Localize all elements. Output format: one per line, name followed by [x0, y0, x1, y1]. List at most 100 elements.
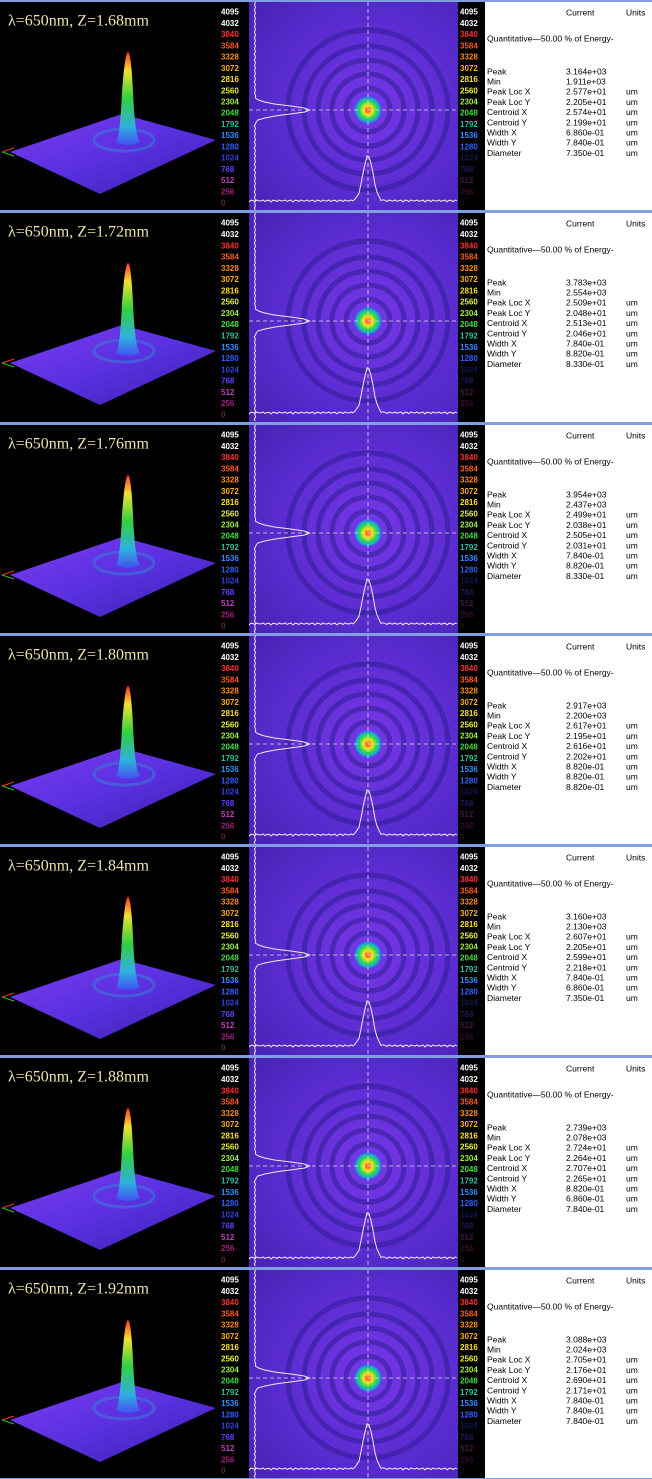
scale-label: 3328 — [460, 264, 478, 273]
row-unit: um — [626, 1194, 638, 1204]
scale-label: 1280 — [221, 1199, 239, 1208]
scale-label: 1536 — [221, 131, 239, 140]
scale-label: 2560 — [460, 86, 478, 95]
row-unit: um — [626, 1183, 638, 1193]
row-value: 7.350e-01 — [566, 993, 605, 1003]
row-value: 2.218e+01 — [566, 962, 607, 972]
row-value: 2.038e+01 — [566, 520, 607, 530]
scale-label: 2048 — [460, 320, 478, 329]
scale-label: 1536 — [460, 765, 478, 774]
scale-label: 3072 — [221, 1332, 239, 1341]
scale-label: 2816 — [460, 75, 478, 84]
row-value: 2.130e+03 — [566, 921, 607, 931]
scale-label: 768 — [221, 799, 235, 808]
row-value: 7.350e-01 — [566, 148, 605, 158]
row-label: Width X — [487, 550, 517, 560]
scale-label: 4032 — [460, 1287, 478, 1296]
scale-label: 3584 — [221, 41, 239, 50]
row-value: 8.330e-01 — [566, 571, 605, 581]
row-label: Peak — [487, 700, 507, 710]
row-unit: um — [626, 127, 638, 137]
scale-label: 4032 — [221, 1075, 239, 1084]
row-label: Width Y — [487, 1194, 517, 1204]
row-unit: um — [626, 338, 638, 348]
row-unit: um — [626, 148, 638, 158]
scale-label: 1792 — [460, 1388, 478, 1397]
row-value: 2.574e+01 — [566, 107, 607, 117]
row-unit: um — [626, 138, 638, 148]
row-unit: um — [626, 1375, 638, 1385]
scale-label: 3584 — [221, 253, 239, 262]
scale-label: 3328 — [221, 1109, 239, 1118]
scale-label: 3072 — [221, 1120, 239, 1129]
scale-label: 512 — [460, 1444, 474, 1453]
scale-label: 4095 — [221, 1276, 239, 1285]
scale-label: 0 — [460, 621, 465, 630]
row-label: Centroid X — [487, 1375, 527, 1385]
scale-label: 512 — [221, 1021, 235, 1030]
scale-label: 1024 — [460, 1422, 478, 1431]
scale-label: 4032 — [221, 19, 239, 28]
scale-label: 4032 — [221, 230, 239, 239]
row-value: 7.840e-01 — [566, 1204, 605, 1214]
scale-label: 768 — [460, 377, 474, 386]
scale-label: 3840 — [221, 1086, 239, 1095]
panel-label: λ=650nm, Z=1.68mm — [8, 13, 149, 30]
row-unit: um — [626, 772, 638, 782]
row-unit: um — [626, 932, 638, 942]
row-label: Centroid Y — [487, 962, 527, 972]
scale-label: 3584 — [460, 41, 478, 50]
scale-label: 512 — [221, 599, 235, 608]
row-label: Peak Loc X — [487, 1143, 531, 1153]
row-value: 2.205e+01 — [566, 97, 607, 107]
row-value: 3.164e+03 — [566, 66, 607, 76]
row-value: 2.264e+01 — [566, 1153, 607, 1163]
profiler-panel: λ=650nm, Z=1.68mm40954095403240323840384… — [0, 2, 652, 210]
scale-label: 4095 — [460, 1064, 478, 1073]
row-label: Min — [487, 1132, 501, 1142]
scale-label: 1280 — [221, 987, 239, 996]
scale-label: 4032 — [221, 653, 239, 662]
row-unit: um — [626, 741, 638, 751]
panel-label: λ=650nm, Z=1.88mm — [8, 1069, 149, 1086]
row-value: 7.840e-01 — [566, 1416, 605, 1426]
row-unit: um — [626, 942, 638, 952]
row-value: 8.820e-01 — [566, 561, 605, 571]
row-value: 2.499e+01 — [566, 510, 607, 520]
scale-label: 1024 — [221, 788, 239, 797]
scale-label: 1024 — [221, 154, 239, 163]
row-unit: um — [626, 328, 638, 338]
scale-label: 1792 — [221, 120, 239, 129]
row-value: 2.199e+01 — [566, 117, 607, 127]
scale-label: 3584 — [460, 464, 478, 473]
scale-label: 1280 — [221, 776, 239, 785]
scale-label: 1280 — [460, 1410, 478, 1419]
row-value: 2.024e+03 — [566, 1344, 607, 1354]
scale-label: 3840 — [221, 453, 239, 462]
scale-label: 512 — [460, 176, 474, 185]
scale-label: 3584 — [221, 886, 239, 895]
scale-label: 3072 — [460, 487, 478, 496]
scale-label: 2048 — [460, 743, 478, 752]
row-value: 2.195e+01 — [566, 731, 607, 741]
column-header: Units — [626, 852, 645, 862]
row-value: 1.911e+03 — [566, 76, 606, 86]
figure: λ=650nm, Z=1.68mm 4095 4095 4032 4032 3840 384… — [0, 0, 652, 1479]
scale-label: 2048 — [221, 1165, 239, 1174]
row-label: Peak Loc Y — [487, 1365, 531, 1375]
row-value: 6.860e-01 — [566, 983, 605, 993]
row-value: 8.820e-01 — [566, 772, 605, 782]
row-value: 2.577e+01 — [566, 87, 607, 97]
scale-label: 3840 — [460, 1086, 478, 1095]
row-unit: um — [626, 1173, 638, 1183]
scale-label: 3328 — [221, 687, 239, 696]
scale-label: 0 — [221, 410, 226, 419]
scale-label: 2560 — [460, 720, 478, 729]
scale-label: 512 — [460, 1233, 474, 1242]
row-unit: um — [626, 1143, 638, 1153]
row-value: 7.840e-01 — [566, 550, 605, 560]
scale-label: 3328 — [460, 1321, 478, 1330]
row-unit: um — [626, 952, 638, 962]
scale-label: 1536 — [460, 554, 478, 563]
